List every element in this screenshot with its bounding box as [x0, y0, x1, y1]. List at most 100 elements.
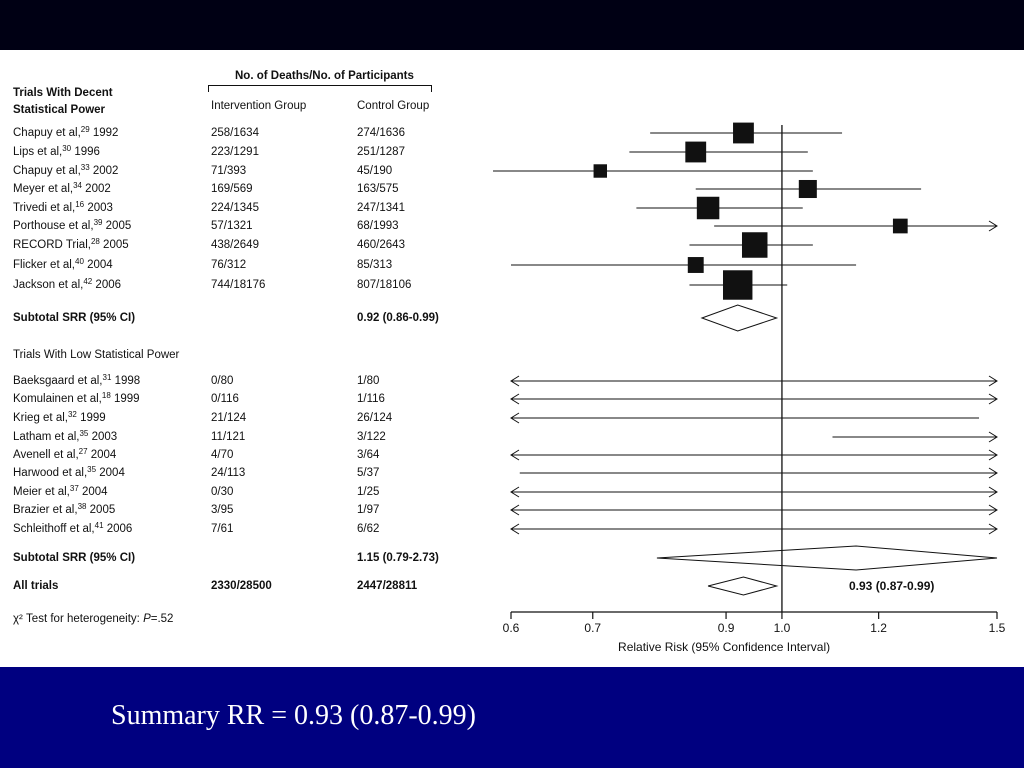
study-reference: 41	[94, 521, 104, 530]
intervention-value: 438/2649	[211, 239, 259, 251]
study-year: 1999	[76, 412, 106, 424]
study-reference: 33	[80, 163, 90, 172]
study-label: Flicker et al,40 2004	[13, 258, 113, 272]
study-reference: 35	[79, 429, 89, 438]
study-author: Trivedi et al,	[13, 202, 76, 214]
intervention-value: 223/1291	[211, 146, 259, 158]
intervention-value: 0/116	[211, 393, 239, 405]
ci-arrow-right	[988, 504, 998, 516]
study-label: Brazier et al,38 2005	[13, 503, 115, 517]
control-column-header: Control Group	[357, 100, 430, 112]
study-author: Porthouse et al,	[13, 220, 94, 232]
intervention-value: 0/30	[211, 486, 234, 498]
study-author: Schleithoff et al,	[13, 523, 95, 535]
study-label: Meier et al,37 2004	[13, 485, 108, 499]
point-estimate-square	[685, 141, 707, 163]
intervention-value: 21/124	[211, 412, 247, 424]
ci-arrow-left	[510, 523, 520, 535]
intervention-value: 76/312	[211, 259, 247, 271]
section2-title: Trials With Low Statistical Power	[13, 349, 180, 361]
study-label: Harwood et al,35 2004	[13, 466, 125, 480]
x-axis-label: Relative Risk (95% Confidence Interval)	[618, 640, 830, 654]
study-label: Avenell et al,27 2004	[13, 448, 116, 462]
point-estimate-square	[687, 257, 704, 273]
study-year: 2002	[81, 183, 111, 195]
control-value: 5/37	[357, 467, 380, 479]
study-author: Lips et al,	[13, 146, 63, 158]
ci-arrow-left	[510, 375, 520, 387]
subtotal-estimate: 0.92 (0.86-0.99)	[357, 312, 439, 324]
header-group-label: No. of Deaths/No. of Participants	[235, 70, 414, 82]
intervention-column-header: Intervention Group	[211, 100, 307, 112]
study-author: Krieg et al,	[13, 412, 68, 424]
study-label: Trivedi et al,16 2003	[13, 201, 113, 215]
ci-arrow-left	[510, 486, 520, 498]
study-year: 1992	[89, 127, 119, 139]
heterogeneity-test: χ² Test for heterogeneity: P=.52	[13, 612, 173, 626]
study-year: 2006	[92, 279, 122, 291]
slide-panel	[0, 50, 1024, 667]
study-label: Baeksgaard et al,31 1998	[13, 374, 140, 388]
study-reference: 38	[77, 502, 87, 511]
control-value: 247/1341	[357, 202, 405, 214]
study-reference: 27	[78, 447, 88, 456]
control-value: 1/97	[357, 504, 380, 516]
bottom-band	[0, 667, 1024, 768]
subtotal-label: Subtotal SRR (95% CI)	[13, 312, 136, 324]
section1-title-line2: Statistical Power	[13, 104, 106, 116]
control-value: 1/116	[357, 393, 385, 405]
study-author: RECORD Trial,	[13, 239, 91, 251]
study-reference: 18	[101, 391, 111, 400]
study-reference: 40	[75, 257, 84, 266]
study-author: Latham et al,	[13, 431, 80, 443]
intervention-value: 258/1634	[211, 127, 259, 139]
study-year: 2003	[88, 431, 118, 443]
study-label: Jackson et al,42 2006	[13, 278, 121, 292]
intervention-value: 57/1321	[211, 220, 253, 232]
control-value: 1/80	[357, 375, 380, 387]
study-reference: 34	[73, 181, 82, 190]
intervention-value: 224/1345	[211, 202, 259, 214]
control-value: 807/18106	[357, 279, 412, 291]
all-trials-label: All trials	[13, 580, 59, 592]
point-estimate-square	[892, 218, 908, 234]
point-estimate-square	[798, 179, 817, 199]
ci-arrow-right	[988, 375, 998, 387]
intervention-value: 11/121	[211, 431, 246, 443]
summary-diamond	[707, 576, 779, 596]
heterogeneity-p-value: =.52	[150, 613, 174, 625]
ci-arrow-left	[510, 449, 520, 461]
study-label: RECORD Trial,28 2005	[13, 238, 129, 252]
intervention-value: 4/70	[211, 449, 234, 461]
intervention-value: 169/569	[211, 183, 253, 195]
intervention-value: 7/61	[211, 523, 234, 535]
study-year: 2006	[103, 523, 133, 535]
x-tick-label: 1.5	[989, 621, 1006, 635]
study-author: Chapuy et al,	[13, 127, 81, 139]
study-year: 2005	[99, 239, 129, 251]
study-author: Meier et al,	[13, 486, 70, 498]
ci-arrow-left	[510, 393, 520, 405]
control-value: 163/575	[357, 183, 399, 195]
ci-arrow-right	[988, 467, 998, 479]
control-total: 2447/28811	[357, 580, 418, 592]
ci-arrow-left	[510, 504, 520, 516]
summary-diamond	[700, 304, 779, 332]
ci-arrow-right	[988, 449, 998, 461]
study-reference: 16	[75, 200, 85, 209]
control-value: 274/1636	[357, 127, 405, 139]
study-year: 2004	[83, 259, 113, 271]
study-label: Meyer et al,34 2002	[13, 182, 111, 196]
top-band	[0, 0, 1024, 50]
subtotal-label: Subtotal SRR (95% CI)	[13, 552, 136, 564]
point-estimate-square	[741, 232, 768, 258]
ci-arrow-right	[988, 431, 998, 443]
ci-arrow-right	[988, 220, 998, 232]
study-author: Brazier et al,	[13, 504, 78, 516]
heterogeneity-p-label: P	[143, 613, 151, 625]
control-value: 3/64	[357, 449, 380, 461]
all-trials-annotation: 0.93 (0.87-0.99)	[849, 579, 934, 593]
study-year: 2004	[78, 486, 108, 498]
study-label: Chapuy et al,33 2002	[13, 164, 118, 178]
